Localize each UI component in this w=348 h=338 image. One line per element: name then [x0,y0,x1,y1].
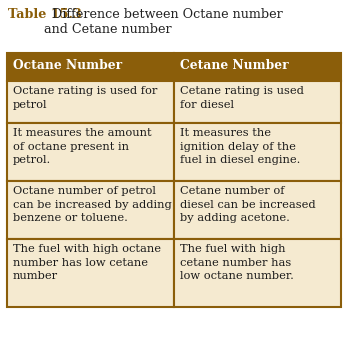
Text: Cetane Number: Cetane Number [180,59,288,72]
Text: The fuel with high
cetane number has
low octane number.: The fuel with high cetane number has low… [180,244,294,281]
Bar [7,239,174,307]
Text: Table 15.3: Table 15.3 [8,8,82,21]
Text: It measures the
ignition delay of the
fuel in diesel engine.: It measures the ignition delay of the fu… [180,128,300,165]
Bar [7,53,174,81]
Text: Cetane number of
diesel can be increased
by adding acetone.: Cetane number of diesel can be increased… [180,186,316,223]
Bar [174,181,341,239]
Bar [7,123,174,181]
Text: It measures the amount
of octane present in
petrol.: It measures the amount of octane present… [13,128,152,165]
Text: Octane number of petrol
can be increased by adding
benzene or toluene.: Octane number of petrol can be increased… [13,186,172,223]
Bar [174,123,341,181]
Bar [174,81,341,123]
Text: Difference between Octane number
         and Cetane number: Difference between Octane number and Cet… [8,8,283,36]
Bar [174,53,341,81]
Bar [7,181,174,239]
Text: Cetane rating is used
for diesel: Cetane rating is used for diesel [180,86,304,110]
Bar [174,239,341,307]
Text: The fuel with high octane
number has low cetane
number: The fuel with high octane number has low… [13,244,161,281]
Text: Octane Number: Octane Number [13,59,122,72]
Text: Octane rating is used for
petrol: Octane rating is used for petrol [13,86,157,110]
Bar [7,81,174,123]
